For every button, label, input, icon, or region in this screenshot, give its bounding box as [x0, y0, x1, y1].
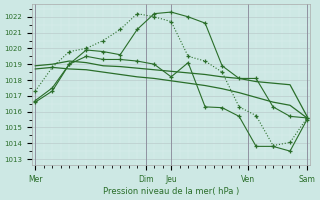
X-axis label: Pression niveau de la mer( hPa ): Pression niveau de la mer( hPa )	[103, 187, 239, 196]
